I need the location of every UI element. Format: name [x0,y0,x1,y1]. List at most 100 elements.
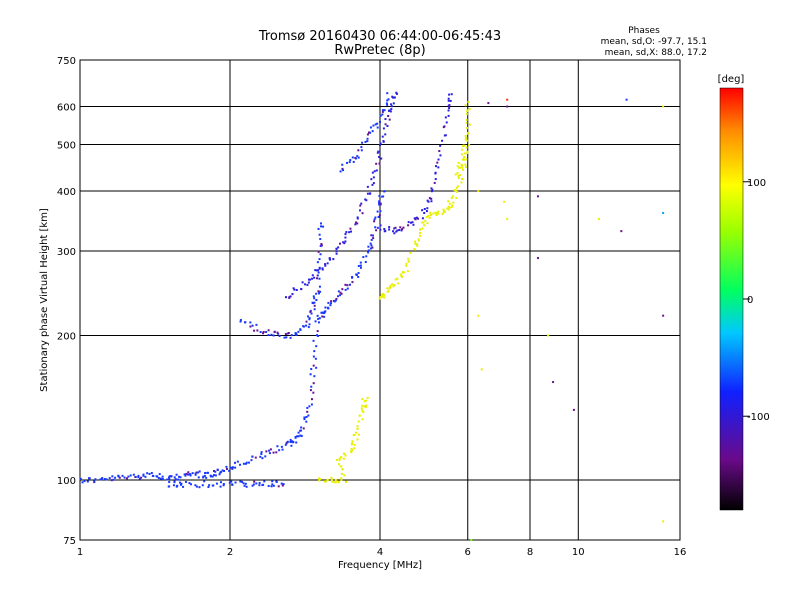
stats-x-mode: mean, sd,X: 88.0, 17.2 [605,48,707,58]
data-point [461,164,464,167]
data-point [187,471,190,474]
data-point [430,197,433,200]
data-point [417,217,420,220]
data-point [450,197,453,200]
data-point [371,130,374,133]
data-point [418,232,421,235]
data-point [447,208,450,211]
data-point [314,320,317,323]
data-point [251,324,254,327]
data-point [374,216,377,219]
y-tick-label: 750 [57,56,76,67]
data-point [447,109,450,112]
data-point [324,263,327,266]
data-point [236,460,239,463]
data-point [457,176,460,179]
data-point [314,269,317,272]
data-point [359,266,362,269]
data-point [326,478,329,481]
data-point [456,172,459,175]
data-point [312,391,315,394]
data-point [343,474,346,477]
data-point [307,281,310,284]
data-point [288,296,291,299]
data-point [371,171,374,174]
data-point [422,221,425,224]
data-point [290,440,293,443]
data-point [222,483,225,486]
data-point [366,137,369,140]
data-point [127,475,130,478]
data-point [386,99,389,102]
data-point [247,461,250,464]
data-point [101,477,104,480]
data-point [372,234,375,237]
data-point [390,105,393,108]
data-point [335,252,338,255]
data-point [387,289,390,292]
data-point [346,161,349,164]
data-point [341,288,344,291]
data-point [318,266,321,269]
data-point [450,93,453,96]
data-point [398,229,401,232]
x-tick-label: 10 [572,547,585,558]
data-point [342,457,345,460]
data-point [283,336,286,339]
data-point [337,290,340,293]
data-point [297,435,300,438]
data-point [313,308,316,311]
data-point [310,385,313,388]
data-point [319,253,322,256]
data-point [460,181,463,184]
data-point [309,310,312,313]
data-point [213,469,216,472]
data-point [110,479,113,482]
data-point [356,425,359,428]
data-point [338,459,341,462]
data-point [463,158,466,161]
data-point [351,281,354,284]
data-point [399,226,402,229]
data-point [379,296,382,299]
data-point [340,479,343,482]
data-point [388,226,391,229]
data-point [296,435,299,438]
data-point [340,477,343,480]
data-point [114,476,117,479]
data-point [431,188,434,191]
data-point [397,282,400,285]
data-point [442,208,445,211]
data-point [213,474,216,477]
data-point [389,286,392,289]
data-point [339,291,342,294]
data-point [234,481,237,484]
data-point [307,326,310,329]
data-point [406,270,409,273]
data-point [426,207,429,210]
data-point [87,477,90,480]
data-point [414,242,417,245]
data-point [299,434,302,437]
data-point [459,166,462,169]
data-point [388,118,391,121]
data-point [125,477,128,480]
data-point [332,258,335,261]
data-point [349,227,352,230]
data-point [381,195,384,198]
data-point [448,104,451,107]
data-point [178,475,181,478]
data-point [161,478,164,481]
data-point [278,334,281,337]
data-point [309,373,312,376]
data-point [391,283,394,286]
data-point [386,124,389,127]
y-tick-label: 500 [57,141,76,152]
data-point [203,474,206,477]
data-point [318,285,321,288]
data-point [370,178,373,181]
data-point [447,99,450,102]
data-point [277,485,280,488]
data-point [373,218,376,221]
data-point [423,224,426,227]
